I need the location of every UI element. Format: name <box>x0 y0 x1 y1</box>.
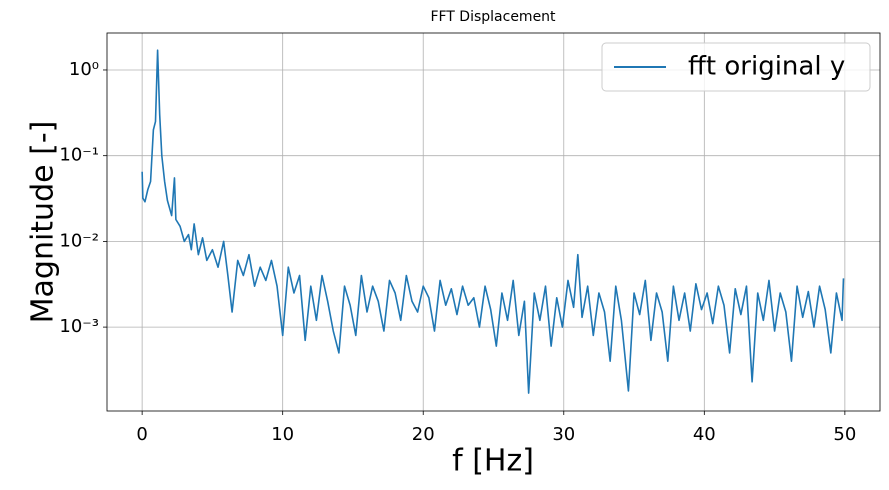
y-axis-label: Magnitude [-] <box>26 121 61 324</box>
x-tick-label: 50 <box>833 424 856 445</box>
x-tick-label: 20 <box>412 424 435 445</box>
legend: fft original y <box>601 42 871 92</box>
legend-box <box>601 42 871 92</box>
y-tick-label: 10⁻² <box>59 230 99 251</box>
data-line <box>141 49 845 394</box>
x-tick-label: 40 <box>693 424 716 445</box>
y-tick-label: 10⁻¹ <box>59 145 99 166</box>
y-tick-label: 10⁰ <box>69 59 99 80</box>
x-tick-label: 0 <box>136 424 147 445</box>
x-axis-label: f [Hz] <box>452 444 534 479</box>
chart-title: FFT Displacement <box>430 9 556 25</box>
legend-label: fft original y <box>688 52 845 82</box>
x-tick-label: 30 <box>552 424 575 445</box>
x-tick-label: 10 <box>271 424 294 445</box>
y-tick-label: 10⁻³ <box>59 316 99 337</box>
plot-frame <box>106 32 881 412</box>
